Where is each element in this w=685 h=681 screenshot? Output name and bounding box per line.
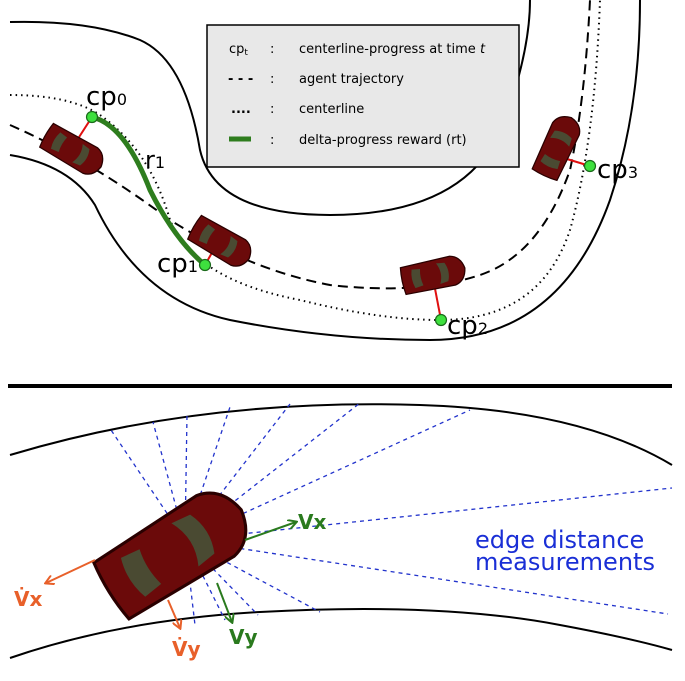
legend-sep-2: : bbox=[270, 102, 274, 117]
vy-label: Vy bbox=[229, 625, 258, 649]
road-edge-bottom bbox=[9, 607, 673, 659]
vy-dot-arrow bbox=[167, 599, 180, 628]
checkpoint-dot-2 bbox=[434, 313, 448, 327]
checkpoint-label-1: cp1 bbox=[157, 249, 198, 279]
legend-text-3: delta-progress reward (rt) bbox=[299, 133, 467, 148]
vy-dot-label: V̇y bbox=[172, 637, 201, 661]
checkpoint-dot-0 bbox=[85, 110, 99, 124]
legend-text-2: centerline bbox=[299, 102, 364, 117]
top-panel: cp0 cp1 cp2 cp3 r1 cpt : centerline-prog… bbox=[9, 0, 641, 342]
legend-sep-1: : bbox=[270, 72, 274, 87]
vx-dot-label: V̇x bbox=[14, 587, 42, 611]
legend-text-1: agent trajectory bbox=[299, 72, 404, 87]
bottom-panel: Vx Vy V̇x V̇y edge distance measurements bbox=[9, 402, 673, 661]
checkpoint-label-2: cp2 bbox=[447, 311, 488, 341]
legend: cpt : centerline-progress at time t - - … bbox=[206, 24, 520, 168]
checkpoint-label-3: cp3 bbox=[597, 155, 638, 185]
caption-line-2: measurements bbox=[475, 548, 655, 576]
agent-car bbox=[88, 477, 262, 624]
legend-box bbox=[206, 24, 520, 168]
legend-sep-3: : bbox=[270, 133, 274, 148]
delta-progress-reward bbox=[89, 114, 208, 268]
vy-arrow bbox=[216, 582, 232, 622]
car-2 bbox=[398, 253, 469, 297]
road-edge-top bbox=[9, 403, 673, 466]
legend-sep-0: : bbox=[270, 42, 274, 57]
vx-label: Vx bbox=[298, 510, 326, 534]
checkpoint-dot-3 bbox=[583, 159, 597, 173]
checkpoint-label-0: cp0 bbox=[86, 82, 127, 112]
reward-label: r1 bbox=[145, 146, 165, 174]
vx-arrow bbox=[244, 522, 296, 541]
legend-symbol-dashed: - - - bbox=[228, 72, 253, 87]
legend-text-0: centerline-progress at time t bbox=[299, 42, 486, 57]
legend-symbol-dotted: .... bbox=[231, 102, 251, 117]
checkpoint-dot-1 bbox=[198, 258, 212, 272]
track-edge-inner bbox=[9, 0, 641, 342]
caption-line-1: edge distance bbox=[475, 526, 644, 554]
car-3 bbox=[530, 110, 586, 183]
car-0 bbox=[37, 121, 110, 181]
vx-dot-arrow bbox=[46, 559, 96, 583]
legend-symbol-cpt: cpt bbox=[229, 42, 248, 58]
